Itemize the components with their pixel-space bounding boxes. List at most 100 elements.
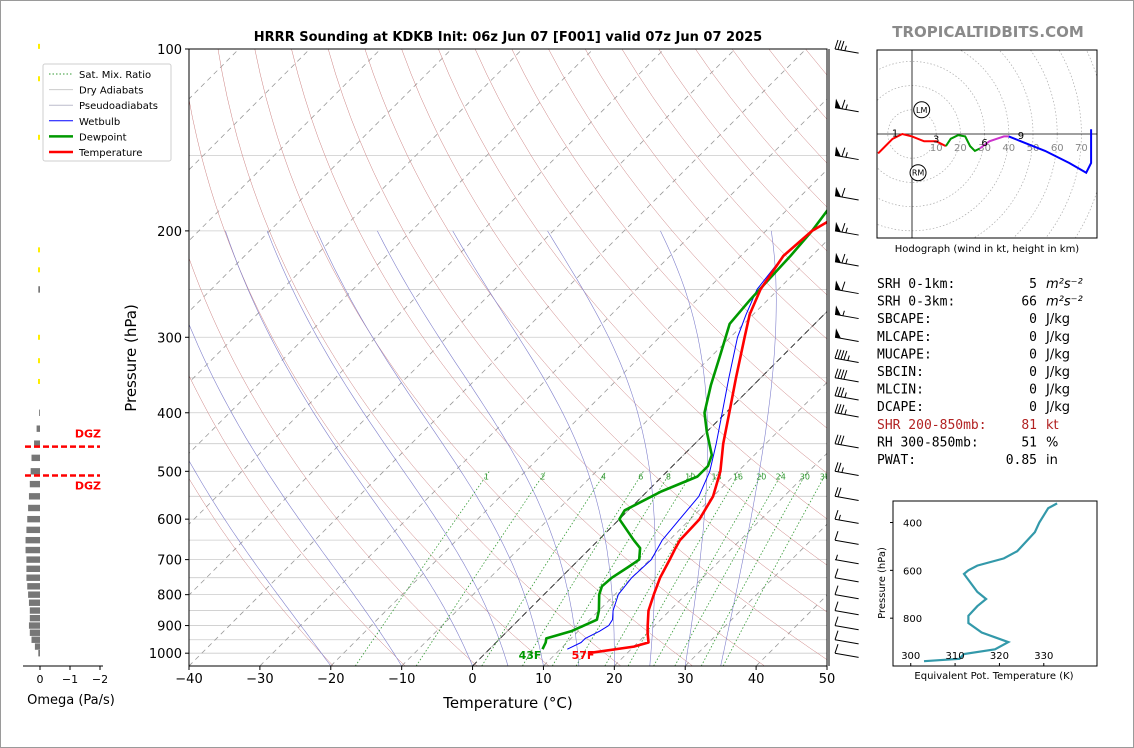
barb-full [834,462,839,472]
x-tick-label: −30 [246,672,273,687]
wind-barb [834,644,859,658]
wind-barb [834,386,859,401]
omega-bar [28,591,40,598]
omega-bar [28,599,40,606]
barb-full [834,434,839,444]
barb-full [837,387,842,397]
wind-barb [834,98,859,113]
x-tick-label: −10 [388,672,415,687]
barb-full [834,510,839,520]
y-tick-label: 900 [157,620,182,635]
barb-full [840,40,845,51]
hodograph-plot: 10 20 30 40 50 60 70 1 3 6 9 LM RM [876,49,1098,239]
barb-flag [835,221,841,232]
stat-value: 66 [1021,295,1037,310]
omega-bar [26,565,40,573]
barb-full [841,99,846,109]
barb-full [840,350,845,360]
barb-full [840,369,845,379]
stat-label: DCAPE: [877,400,924,415]
barb-flag [835,280,841,291]
legend: Sat. Mix. Ratio Dry Adiabats Pseudoadiabat… [42,63,172,162]
isotherm-line [684,523,827,666]
wind-barb [834,616,859,631]
dry-adiabat [438,49,827,520]
barb-full [834,568,839,578]
omega-bar [28,493,40,500]
barb-staff [834,639,859,645]
watermark: TROPICALTIDBITS.COM [892,23,1084,41]
stat-unit: J/kg [1045,365,1070,380]
mix-ratio-label: 1 [484,472,489,481]
mix-ratio-line [627,471,741,666]
omega-bar [25,536,40,544]
dry-adiabat [189,478,334,666]
omega-bar [39,409,40,416]
barb-flag [835,146,841,157]
wind-barb [834,630,859,645]
y-tick-label: 200 [157,225,182,240]
mix-ratio-line [604,471,720,666]
mix-ratio-label: 10 [685,472,695,481]
stat-value: 0 [1029,383,1037,398]
x-tick-label: 20 [606,672,623,687]
y-tick-label: 400 [157,407,182,422]
wind-barb [834,403,859,418]
barb-staff [834,377,859,383]
stat-unit: J/kg [1045,330,1070,345]
barb-staff [834,539,859,545]
omega-yellow-mark [38,247,40,253]
x-tick-label: −40 [175,672,202,687]
wind-barb [834,585,859,600]
omega-bar [34,643,40,650]
x-tick-label: 50 [819,672,836,687]
height-label: 3 [933,134,939,145]
ring-label: 10 [930,143,943,154]
storm-motion-label: LM [916,106,927,115]
theta-e-x-tick-label: 320 [990,651,1009,662]
barb-full [837,487,842,497]
isotherm-line [543,381,827,666]
mix-ratio-label: 24 [776,472,786,481]
barb-full [834,601,839,611]
barb-full [834,585,839,595]
omega-bar [38,649,40,657]
barb-full [841,281,846,291]
y-tick-label: 800 [157,589,182,604]
hodograph-segment [979,135,1009,150]
stat-label: SBCAPE: [877,312,932,327]
barb-full [834,403,839,413]
skew-frame [188,48,828,667]
mix-ratio-line [481,471,607,666]
wind-barb [834,554,859,565]
y-tick-label: 700 [157,554,182,569]
pseudoadiabat [452,230,615,666]
barb-full [840,435,845,445]
barb-full [837,40,842,50]
surface-dewpoint-label: 43F [519,649,542,662]
barb-flag [835,305,841,316]
mix-ratio-line [653,471,765,666]
omega-bar [25,546,40,554]
barb-full [840,404,845,414]
isotherm-line [189,49,523,384]
barb-full [834,349,839,359]
barb-half [847,355,850,361]
stat-unit: m²s⁻² [1046,277,1083,292]
barb-full [837,349,842,359]
wind-barb [834,280,859,295]
barb-full [841,187,846,198]
isotherm-line [401,240,827,666]
wind-barb [834,328,859,342]
stat-unit: J/kg [1045,347,1070,362]
mix-ratio-label: 36 [820,472,830,481]
mix-ratio-label: 16 [733,472,743,481]
theta-e-ylabel: Pressure (hPa) [877,547,888,619]
barb-full [841,253,846,264]
hodograph-area: 10 20 30 40 50 60 70 1 3 6 9 LM RM [877,50,1097,238]
stat-value: 0 [1029,365,1037,380]
stat-value: 0 [1029,400,1037,415]
pseudoadiabat [266,230,509,666]
